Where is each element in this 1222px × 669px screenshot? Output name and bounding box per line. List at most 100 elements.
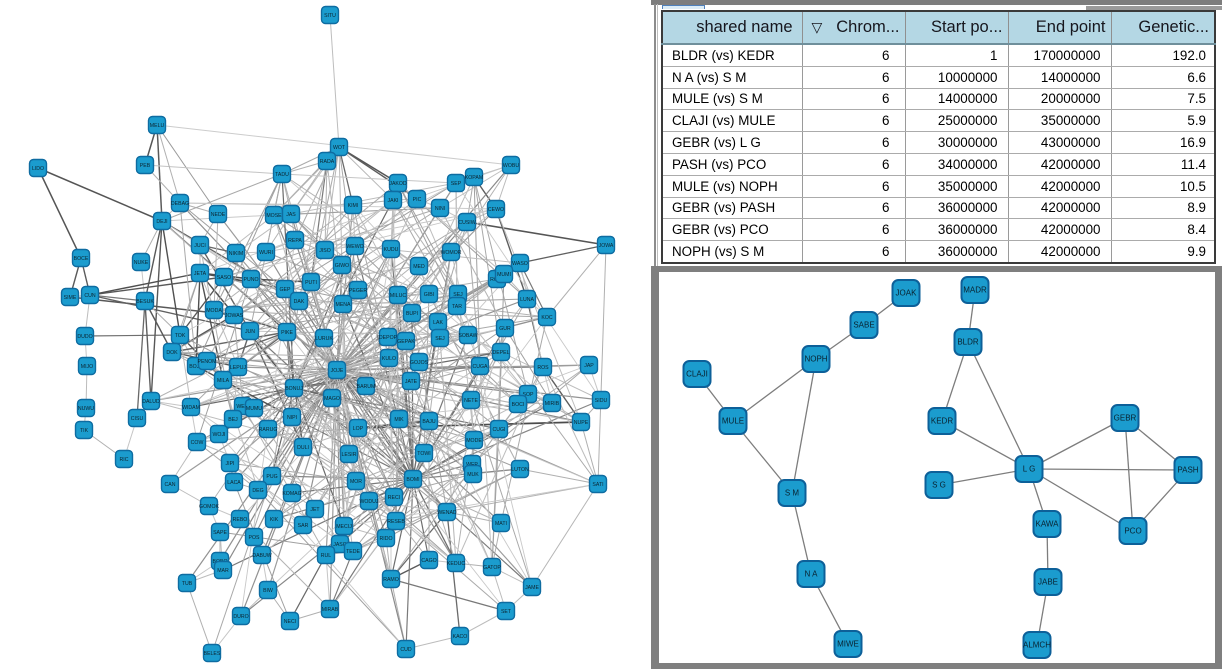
svg-text:MECIJ: MECIJ	[336, 524, 352, 530]
svg-text:JIPI: JIPI	[226, 461, 235, 467]
svg-text:SIME: SIME	[64, 295, 77, 301]
svg-text:CUD: CUD	[400, 647, 411, 653]
svg-text:DEPOP: DEPOP	[379, 335, 398, 341]
svg-text:WOJI: WOJI	[213, 432, 226, 438]
svg-text:SASO: SASO	[217, 275, 231, 281]
svg-text:S M: S M	[785, 489, 800, 498]
svg-text:BONUJ: BONUJ	[285, 386, 303, 392]
svg-text:MUMI: MUMI	[497, 272, 511, 278]
svg-text:NEDE: NEDE	[211, 212, 226, 218]
svg-text:MULE: MULE	[722, 417, 744, 426]
svg-text:KUDU: KUDU	[384, 247, 399, 253]
svg-text:NUPE: NUPE	[574, 420, 589, 426]
svg-text:S G: S G	[932, 481, 946, 490]
svg-text:WOT: WOT	[333, 145, 346, 151]
svg-text:DEG: DEG	[252, 488, 263, 494]
svg-text:NIPI: NIPI	[287, 415, 297, 421]
svg-text:SEJ: SEJ	[453, 292, 463, 298]
svg-text:CUN: CUN	[84, 293, 95, 299]
svg-text:MAGO: MAGO	[324, 396, 340, 402]
svg-text:KIK: KIK	[270, 517, 279, 523]
svg-text:PCO: PCO	[1124, 527, 1141, 536]
svg-text:PEGER: PEGER	[349, 288, 367, 294]
svg-text:BOMI: BOMI	[406, 477, 419, 483]
svg-text:RIDO: RIDO	[380, 536, 393, 542]
svg-text:WESI: WESI	[236, 404, 249, 410]
svg-text:KIMI: KIMI	[348, 203, 359, 209]
svg-text:CUGI: CUGI	[493, 427, 506, 433]
svg-text:RIC: RIC	[120, 457, 129, 463]
svg-text:NUKE: NUKE	[134, 260, 149, 266]
svg-text:MIRAB: MIRAB	[322, 607, 339, 613]
svg-text:MIJO: MIJO	[81, 364, 93, 370]
svg-text:GOJOS: GOJOS	[410, 360, 429, 366]
svg-text:WURI: WURI	[259, 250, 273, 256]
svg-text:KEDR: KEDR	[931, 417, 953, 426]
svg-text:SOBAW: SOBAW	[458, 333, 477, 339]
svg-text:DOK: DOK	[166, 350, 178, 356]
svg-text:JAKOD: JAKOD	[389, 181, 407, 187]
svg-text:WODUJ: WODUJ	[359, 499, 378, 505]
svg-text:REPA: REPA	[288, 238, 302, 244]
svg-text:BLDR: BLDR	[957, 338, 979, 347]
svg-text:DULI: DULI	[297, 445, 309, 451]
svg-text:LACA: LACA	[227, 480, 241, 486]
svg-text:NUWU: NUWU	[78, 406, 94, 412]
svg-text:DEBAG: DEBAG	[171, 201, 189, 207]
svg-text:NIKIM: NIKIM	[229, 251, 243, 257]
svg-text:KAWA: KAWA	[1036, 520, 1060, 529]
svg-text:BESUK: BESUK	[136, 299, 154, 305]
svg-text:TAR: TAR	[452, 304, 462, 310]
svg-text:TADU: TADU	[275, 172, 289, 178]
svg-text:PEB: PEB	[140, 163, 151, 169]
svg-text:KOMAG: KOMAG	[282, 491, 301, 497]
svg-text:SITU: SITU	[324, 13, 336, 19]
svg-text:CAGO: CAGO	[421, 558, 436, 564]
svg-text:MUK: MUK	[467, 472, 479, 478]
svg-text:KULO: KULO	[382, 356, 396, 362]
svg-text:WEWO: WEWO	[346, 244, 363, 250]
svg-text:N A: N A	[805, 570, 819, 579]
svg-text:MENA: MENA	[336, 302, 352, 308]
svg-text:JAKI: JAKI	[388, 198, 399, 204]
svg-text:ROS: ROS	[537, 365, 549, 371]
svg-text:CUGA: CUGA	[473, 364, 489, 370]
svg-text:TOWI: TOWI	[417, 451, 430, 457]
svg-text:LUTON: LUTON	[511, 467, 529, 473]
svg-text:KOC: KOC	[541, 315, 552, 321]
svg-text:CISU: CISU	[131, 416, 144, 422]
svg-text:JOAK: JOAK	[896, 289, 918, 298]
svg-text:WOBU: WOBU	[503, 163, 519, 169]
svg-text:LUNA: LUNA	[520, 297, 534, 303]
svg-text:GEPAK: GEPAK	[397, 339, 415, 345]
svg-text:SOP: SOP	[523, 392, 534, 398]
svg-text:RECI: RECI	[388, 495, 400, 501]
svg-text:PUG: PUG	[266, 474, 277, 480]
svg-text:TEDE: TEDE	[346, 549, 360, 555]
svg-text:SIDU: SIDU	[595, 398, 608, 404]
svg-text:GEBR: GEBR	[1114, 414, 1137, 423]
svg-text:JASO: JASO	[333, 542, 347, 548]
svg-text:GIWO: GIWO	[335, 263, 349, 269]
svg-text:JUN: JUN	[245, 329, 255, 335]
svg-text:CLAJI: CLAJI	[686, 370, 708, 379]
svg-text:CEWO: CEWO	[488, 207, 504, 213]
svg-text:NECI: NECI	[284, 619, 296, 625]
svg-text:MOSE: MOSE	[266, 213, 282, 219]
svg-text:MILUC: MILUC	[390, 293, 406, 299]
svg-text:MOR: MOR	[350, 479, 362, 485]
svg-text:PUTI: PUTI	[305, 280, 317, 286]
svg-text:TIK: TIK	[80, 428, 89, 434]
svg-text:LAK: LAK	[433, 320, 443, 326]
svg-text:BAJU: BAJU	[422, 419, 436, 425]
svg-text:CAN: CAN	[165, 482, 176, 488]
svg-text:DEPEL: DEPEL	[492, 350, 509, 356]
svg-text:WASO: WASO	[512, 261, 528, 267]
svg-text:MODE: MODE	[466, 438, 482, 444]
svg-text:BIW: BIW	[263, 588, 273, 594]
svg-text:SAPE: SAPE	[213, 530, 227, 536]
svg-text:BOJE: BOJE	[189, 364, 203, 370]
svg-text:DEJI: DEJI	[156, 219, 167, 225]
svg-text:JET: JET	[310, 507, 320, 513]
svg-text:MADR: MADR	[963, 286, 987, 295]
